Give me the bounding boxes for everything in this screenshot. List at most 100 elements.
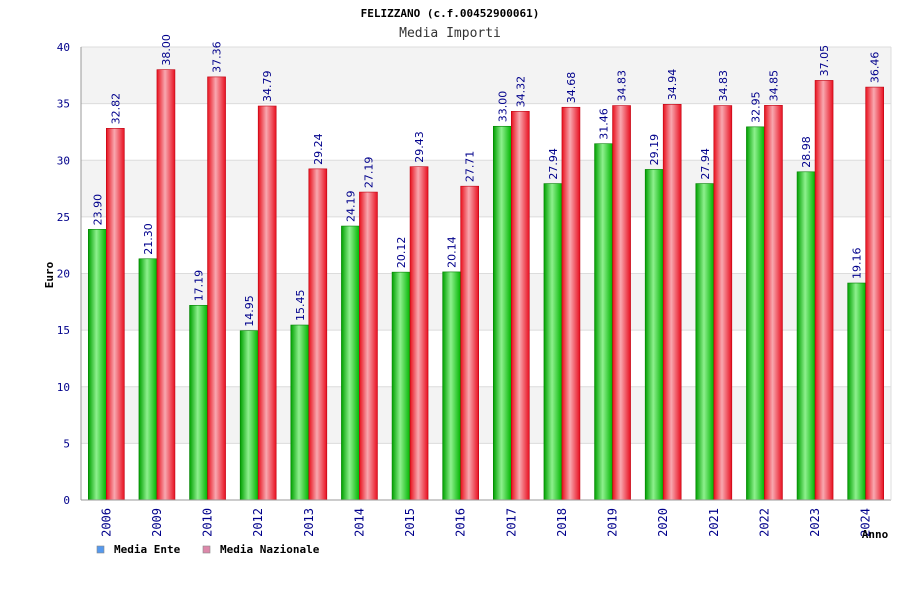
bar-media-nazionale-2022 bbox=[764, 105, 783, 501]
axes bbox=[80, 47, 892, 501]
data-label-media-ente-2017: 33.00 bbox=[496, 91, 509, 123]
data-label-media-nazionale-2015: 29.43 bbox=[413, 131, 426, 163]
data-label-media-nazionale-2020: 34.94 bbox=[666, 69, 679, 101]
bar-media-nazionale-2009 bbox=[156, 69, 176, 501]
x-tick-label-2020: 2020 bbox=[656, 508, 670, 537]
bar-media-nazionale-2019 bbox=[612, 105, 631, 501]
x-tick-label-2023: 2023 bbox=[808, 508, 822, 537]
data-label-media-ente-2018: 27.94 bbox=[547, 148, 560, 180]
ticks: 0 5 10 15 20 25 30 35 40 2006 2009 2010 2012 2013 2014… bbox=[57, 41, 873, 537]
data-label-media-ente-2016: 20.14 bbox=[446, 236, 459, 268]
x-tick-label-2018: 2018 bbox=[555, 508, 569, 537]
data-label-media-nazionale-2009: 38.00 bbox=[160, 34, 173, 66]
data-label-media-nazionale-2024: 36.46 bbox=[869, 52, 882, 84]
bar-media-ente-2016 bbox=[442, 271, 461, 501]
data-label-media-nazionale-2016: 27.71 bbox=[464, 151, 477, 183]
bar-media-ente-2023 bbox=[796, 171, 816, 501]
data-label-media-nazionale-2018: 34.68 bbox=[565, 72, 578, 104]
data-label-media-nazionale-2006: 32.82 bbox=[109, 93, 122, 125]
bar-media-nazionale-2010 bbox=[207, 76, 226, 501]
x-tick-label-2014: 2014 bbox=[352, 508, 366, 537]
data-label-media-nazionale-2022: 34.85 bbox=[767, 70, 780, 102]
bar-media-nazionale-2016 bbox=[460, 185, 479, 501]
x-tick-label-2022: 2022 bbox=[757, 508, 771, 537]
x-tick-label-2009: 2009 bbox=[150, 508, 164, 537]
bar-media-nazionale-2006 bbox=[106, 128, 125, 501]
bar-media-ente-2013 bbox=[290, 324, 310, 501]
bar-media-nazionale-2018 bbox=[561, 106, 581, 501]
data-label-media-nazionale-2019: 34.83 bbox=[616, 70, 629, 102]
bar-media-ente-2015 bbox=[391, 271, 411, 501]
legend-label-media-ente: Media Ente bbox=[114, 543, 181, 556]
bar-media-ente-2020 bbox=[644, 169, 664, 501]
x-tick-label-2013: 2013 bbox=[302, 508, 316, 537]
data-label-media-ente-2023: 28.98 bbox=[800, 136, 813, 168]
data-label-media-ente-2010: 17.19 bbox=[193, 270, 206, 302]
legend-swatch-media-nazionale bbox=[202, 545, 211, 554]
data-label-media-ente-2015: 20.12 bbox=[395, 237, 408, 269]
y-tick-label: 35 bbox=[57, 98, 70, 111]
x-tick-label-2016: 2016 bbox=[454, 508, 468, 537]
data-label-media-nazionale-2013: 29.24 bbox=[312, 133, 325, 165]
bar-media-ente-2024 bbox=[847, 282, 866, 501]
y-tick-label: 30 bbox=[57, 154, 70, 167]
bars-group bbox=[88, 69, 884, 501]
data-label-media-ente-2020: 29.19 bbox=[648, 134, 661, 166]
bar-media-ente-2021 bbox=[695, 183, 715, 501]
legend-label-media-nazionale: Media Nazionale bbox=[220, 543, 320, 556]
chart-title: FELIZZANO (c.f.00452900061) bbox=[361, 7, 540, 20]
y-tick-label: 0 bbox=[63, 494, 70, 507]
bar-media-ente-2022 bbox=[746, 126, 765, 501]
data-label-media-ente-2021: 27.94 bbox=[699, 148, 712, 180]
bar-media-ente-2009 bbox=[138, 258, 158, 501]
bar-media-ente-2018 bbox=[543, 183, 563, 501]
data-label-media-ente-2012: 14.95 bbox=[243, 295, 256, 327]
bar-media-nazionale-2020 bbox=[662, 104, 682, 501]
bar-media-ente-2010 bbox=[189, 305, 208, 501]
data-label-media-nazionale-2010: 37.36 bbox=[211, 41, 224, 73]
y-axis-label: Euro bbox=[43, 261, 56, 288]
data-label-media-ente-2013: 15.45 bbox=[294, 290, 307, 322]
y-tick-label: 15 bbox=[57, 324, 70, 337]
x-tick-label-2024: 2024 bbox=[859, 508, 873, 537]
bar-media-nazionale-2017 bbox=[511, 111, 530, 501]
x-tick-label-2012: 2012 bbox=[251, 508, 265, 537]
bar-media-nazionale-2012 bbox=[257, 105, 277, 501]
bar-media-ente-2014 bbox=[341, 225, 360, 501]
data-label-media-ente-2019: 31.46 bbox=[598, 108, 611, 140]
y-tick-label: 20 bbox=[57, 268, 70, 281]
bar-media-nazionale-2023 bbox=[814, 80, 834, 501]
legend: Media Ente Media Nazionale bbox=[96, 543, 320, 556]
y-tick-label: 10 bbox=[57, 381, 70, 394]
x-tick-label-2010: 2010 bbox=[201, 508, 215, 537]
data-label-media-nazionale-2023: 37.05 bbox=[818, 45, 831, 77]
x-tick-label-2015: 2015 bbox=[403, 508, 417, 537]
bar-media-ente-2017 bbox=[493, 125, 512, 501]
bar-media-nazionale-2013 bbox=[308, 168, 328, 501]
data-label-media-nazionale-2017: 34.32 bbox=[514, 76, 527, 108]
bar-media-nazionale-2014 bbox=[359, 191, 378, 501]
x-tick-label-2021: 2021 bbox=[707, 508, 721, 537]
data-label-media-nazionale-2014: 27.19 bbox=[362, 157, 375, 189]
data-label-media-nazionale-2012: 34.79 bbox=[261, 71, 274, 103]
bar-media-nazionale-2024 bbox=[865, 86, 884, 501]
data-labels: 23.90 32.82 21.30 38.00 17.19 37.36 14.95 34.79… bbox=[91, 34, 881, 327]
chart-subtitle: Media Importi bbox=[399, 26, 501, 41]
data-label-media-ente-2022: 32.95 bbox=[749, 91, 762, 123]
y-tick-label: 40 bbox=[57, 41, 70, 54]
bar-media-nazionale-2021 bbox=[713, 105, 733, 501]
data-label-media-ente-2024: 19.16 bbox=[851, 248, 864, 280]
x-tick-label-2017: 2017 bbox=[504, 508, 518, 537]
x-axis-label: Anno bbox=[862, 528, 889, 541]
bar-media-ente-2019 bbox=[594, 143, 613, 501]
data-label-media-ente-2009: 21.30 bbox=[142, 223, 155, 255]
legend-swatch-media-ente bbox=[96, 545, 105, 554]
y-tick-label: 25 bbox=[57, 211, 70, 224]
x-tick-label-2006: 2006 bbox=[99, 508, 113, 537]
y-tick-label: 5 bbox=[63, 437, 70, 450]
x-tick-label-2019: 2019 bbox=[606, 508, 620, 537]
bar-media-nazionale-2015 bbox=[409, 166, 429, 501]
data-label-media-ente-2014: 24.19 bbox=[344, 191, 357, 223]
